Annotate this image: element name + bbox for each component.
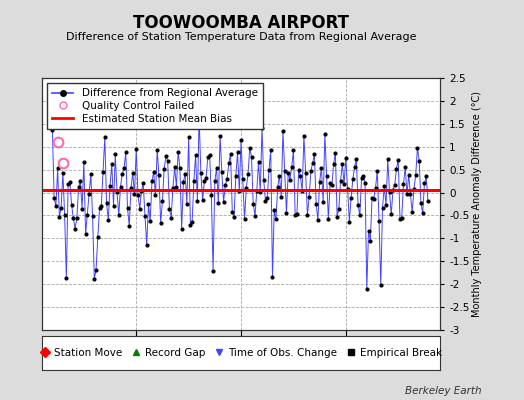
Text: TOOWOOMBA AIRPORT: TOOWOOMBA AIRPORT (133, 14, 349, 32)
Y-axis label: Monthly Temperature Anomaly Difference (°C): Monthly Temperature Anomaly Difference (… (472, 91, 482, 317)
Text: Berkeley Earth: Berkeley Earth (406, 386, 482, 396)
Legend: Station Move, Record Gap, Time of Obs. Change, Empirical Break: Station Move, Record Gap, Time of Obs. C… (37, 346, 445, 360)
Text: Difference of Station Temperature Data from Regional Average: Difference of Station Temperature Data f… (66, 32, 416, 42)
Legend: Difference from Regional Average, Quality Control Failed, Estimated Station Mean: Difference from Regional Average, Qualit… (47, 83, 263, 129)
